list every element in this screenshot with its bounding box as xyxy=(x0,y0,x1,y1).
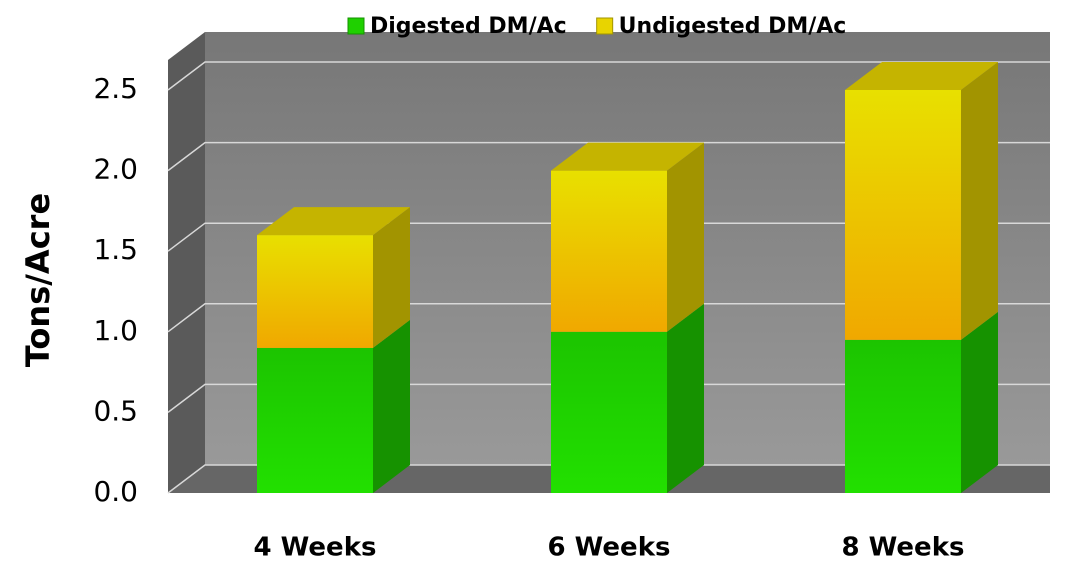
y-tick-label: 0.0 xyxy=(93,475,138,508)
bar xyxy=(845,339,961,493)
legend-swatch xyxy=(596,17,614,35)
bar xyxy=(551,331,667,493)
bar-side xyxy=(667,303,704,493)
left-wall xyxy=(168,32,205,493)
y-tick-label: 2.5 xyxy=(93,72,138,105)
grid-line xyxy=(167,61,1050,91)
bar-side xyxy=(667,142,704,332)
bar xyxy=(551,170,667,332)
y-tick-label: 1.0 xyxy=(93,314,138,347)
bar-side xyxy=(961,311,998,493)
bar-top xyxy=(845,62,998,90)
bar-top xyxy=(257,207,410,236)
bar-side xyxy=(961,62,998,340)
legend-label: Digested DM/Ac xyxy=(370,14,567,39)
x-tick-label: 6 Weeks xyxy=(548,533,671,561)
grid-line xyxy=(167,303,1050,333)
grid-line xyxy=(167,464,1050,494)
y-axis-title: Tons/Acre xyxy=(19,193,57,367)
grid-line xyxy=(167,222,1050,252)
bar-side xyxy=(373,319,410,493)
x-tick-label: 4 Weeks xyxy=(254,533,377,561)
bar xyxy=(845,90,961,340)
y-tick-label: 2.0 xyxy=(93,153,138,186)
grid-line xyxy=(167,141,1050,172)
legend-label: Undigested DM/Ac xyxy=(619,14,847,39)
bar-side xyxy=(373,207,410,348)
bar-top xyxy=(551,142,704,171)
bar xyxy=(257,347,373,493)
y-tick-label: 0.5 xyxy=(93,394,138,427)
grid-line xyxy=(167,383,1050,413)
bar xyxy=(257,235,373,348)
legend-swatch xyxy=(347,17,365,35)
y-tick-label: 1.5 xyxy=(93,233,138,266)
x-tick-label: 8 Weeks xyxy=(842,533,965,561)
